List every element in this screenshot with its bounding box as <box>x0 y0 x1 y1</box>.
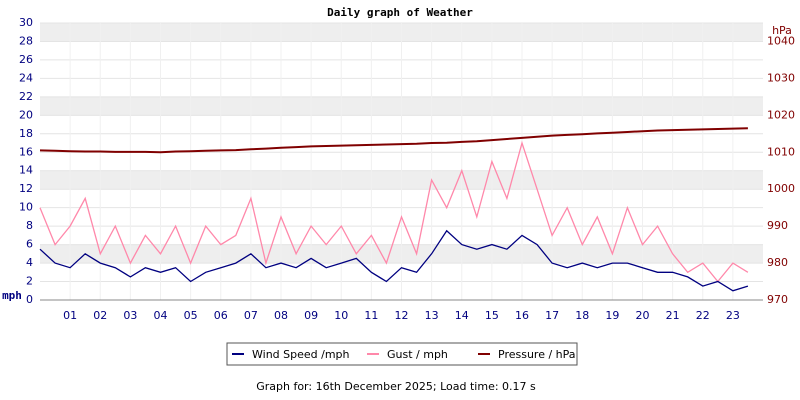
x-tick-label: 05 <box>184 309 198 322</box>
y-tick-label: 8 <box>26 219 33 232</box>
x-tick-label: 18 <box>575 309 589 322</box>
x-tick-label: 23 <box>726 309 740 322</box>
y-tick-label: 0 <box>26 293 33 306</box>
y-tick-label: 20 <box>19 108 33 121</box>
x-tick-label: 12 <box>395 309 409 322</box>
legend-label: Gust / mph <box>387 348 448 361</box>
y2-tick-label: 970 <box>767 293 788 306</box>
x-tick-label: 13 <box>425 309 439 322</box>
y2-tick-label: 1000 <box>767 182 795 195</box>
x-tick-label: 04 <box>154 309 168 322</box>
x-tick-label: 14 <box>455 309 469 322</box>
y2-axis-label: hPa <box>772 24 792 37</box>
y-tick-label: 24 <box>19 71 33 84</box>
legend-label: Pressure / hPa <box>498 348 576 361</box>
y-tick-label: 14 <box>19 164 33 177</box>
y-tick-label: 10 <box>19 201 33 214</box>
legend: Wind Speed /mph Gust / mph Pressure / hPa <box>226 342 578 366</box>
x-tick-label: 19 <box>605 309 619 322</box>
x-tick-label: 16 <box>515 309 529 322</box>
y2-tick-label: 1030 <box>767 71 795 84</box>
x-tick-label: 10 <box>334 309 348 322</box>
x-tick-label: 09 <box>304 309 318 322</box>
x-tick-label: 11 <box>364 309 378 322</box>
y-tick-label: 4 <box>26 256 33 269</box>
x-tick-label: 08 <box>274 309 288 322</box>
x-tick-label: 01 <box>63 309 77 322</box>
x-tick-label: 21 <box>666 309 680 322</box>
y-tick-label: 16 <box>19 145 33 158</box>
y-tick-label: 2 <box>26 275 33 288</box>
series-line <box>39 229 749 292</box>
x-tick-label: 20 <box>636 309 650 322</box>
x-tick-label: 06 <box>214 309 228 322</box>
y-tick-label: 22 <box>19 90 33 103</box>
x-tick-label: 07 <box>244 309 258 322</box>
legend-label: Wind Speed /mph <box>252 348 350 361</box>
series-line <box>39 140 749 283</box>
y-tick-label: 6 <box>26 238 33 251</box>
y-tick-label: 18 <box>19 127 33 140</box>
x-tick-label: 15 <box>485 309 499 322</box>
y-tick-label: 28 <box>19 34 33 47</box>
y2-tick-label: 980 <box>767 256 788 269</box>
y2-tick-label: 1020 <box>767 108 795 121</box>
legend-box <box>226 342 578 366</box>
series-line <box>39 127 748 154</box>
y2-tick-label: 990 <box>767 219 788 232</box>
y-axis-label: mph <box>2 289 22 302</box>
y-tick-label: 12 <box>19 182 33 195</box>
x-tick-label: 17 <box>545 309 559 322</box>
y-tick-label: 26 <box>19 53 33 66</box>
chart-title: Daily graph of Weather <box>327 6 473 19</box>
x-tick-label: 02 <box>93 309 107 322</box>
y-tick-label: 30 <box>19 16 33 29</box>
y2-tick-label: 1040 <box>767 34 795 47</box>
x-tick-label: 03 <box>123 309 137 322</box>
y2-tick-label: 1010 <box>767 145 795 158</box>
footer: Graph for: 16th December 2025; Load time… <box>256 380 536 393</box>
x-tick-label: 22 <box>696 309 710 322</box>
